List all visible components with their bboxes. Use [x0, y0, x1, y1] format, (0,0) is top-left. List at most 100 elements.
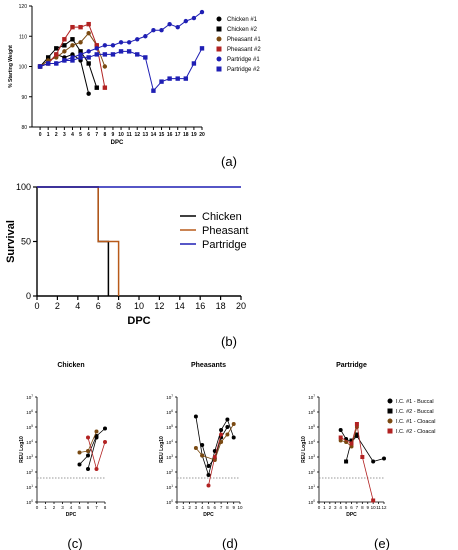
data-point-a [151, 28, 156, 33]
legend-label-e: I.C. #2 - Cloacal [396, 429, 435, 435]
data-point-a [159, 79, 164, 84]
legend-label-e: I.C. #1 - Buccal [396, 399, 434, 405]
x-tick-label-c: 8 [104, 505, 107, 510]
series-line-a [39, 48, 203, 92]
data-point-d [231, 422, 236, 426]
data-point-a [70, 43, 75, 48]
y-tick-label-e: 100 [308, 499, 315, 505]
series-line-c [87, 437, 106, 471]
x-tick-label-a: 14 [151, 132, 157, 138]
x-tick-label-a: 19 [191, 132, 197, 138]
x-tick-label-a: 5 [79, 132, 82, 138]
legend-label-a: Partridge #1 [227, 57, 260, 63]
x-tick-label-c: 2 [53, 505, 56, 510]
data-point-a [126, 49, 132, 54]
x-tick-label-d: 8 [226, 505, 229, 510]
x-tick-label-d: 6 [214, 505, 217, 510]
x-tick-label-b: 0 [34, 301, 39, 311]
x-tick-label-c: 4 [70, 505, 73, 510]
data-point-a [199, 46, 205, 51]
x-tick-label-c: 5 [78, 505, 81, 510]
x-tick-label-a: 0 [39, 132, 42, 138]
x-tick-label-c: 6 [87, 505, 90, 510]
data-point-a [78, 55, 83, 60]
x-tick-label-e: 3 [334, 505, 337, 510]
data-point-a [175, 24, 180, 30]
legend-marker-a [216, 26, 222, 32]
data-point-d [219, 432, 224, 437]
data-point-a [102, 52, 108, 57]
x-tick-label-e: 0 [318, 505, 321, 510]
panel-title-e: Partridge [336, 362, 367, 369]
data-point-a [199, 9, 205, 15]
legend-label-a: Partridge #2 [227, 67, 260, 73]
data-point-e [349, 438, 354, 443]
data-point-e [349, 441, 354, 446]
data-point-c [94, 429, 99, 434]
x-tick-label-a: 7 [95, 132, 98, 138]
x-tick-label-d: 0 [176, 505, 179, 510]
data-point-a [175, 76, 180, 81]
legend-label-a: Chicken #2 [227, 27, 258, 33]
data-point-a [118, 40, 124, 45]
data-point-d [206, 473, 211, 477]
data-point-a [183, 76, 189, 81]
x-tick-label-a: 10 [118, 132, 124, 138]
legend-label-a: Pheasant #1 [227, 37, 261, 43]
data-point-a [126, 40, 132, 45]
y-tick-label-c: 103 [26, 454, 33, 460]
survival-line-b [37, 186, 120, 296]
legend-label-b: Pheasant [202, 225, 248, 237]
data-point-a [191, 61, 197, 66]
legend-label-b: Partridge [202, 239, 247, 251]
data-point-e [354, 432, 359, 437]
data-point-c [86, 449, 90, 453]
legend-marker-e [387, 408, 393, 414]
y-tick-label-b: 0 [26, 291, 31, 301]
x-tick-label-b: 20 [236, 301, 246, 311]
data-point-c [77, 462, 82, 467]
data-point-a [94, 85, 99, 90]
x-tick-label-e: 9 [366, 505, 369, 510]
x-tick-label-a: 1 [47, 132, 50, 138]
data-point-a [167, 21, 172, 27]
data-point-d [193, 446, 198, 450]
data-point-a [143, 55, 148, 60]
y-tick-label-b: 50 [21, 237, 31, 247]
x-tick-label-e: 5 [345, 505, 348, 510]
data-point-a [62, 37, 67, 42]
data-point-a [62, 49, 67, 54]
data-point-a [54, 61, 59, 66]
legend-label-e: I.C. #1 - Cloacal [396, 419, 435, 425]
y-tick-label-d: 102 [166, 469, 173, 475]
y-tick-label-e: 104 [308, 439, 315, 445]
y-tick-label-d: 106 [166, 409, 173, 415]
data-point-a [78, 49, 83, 54]
data-point-d [225, 425, 230, 429]
data-point-d [219, 440, 224, 444]
x-tick-label-b: 8 [116, 301, 121, 311]
x-tick-label-a: 16 [167, 132, 173, 138]
y-tick-label-c: 100 [26, 499, 33, 505]
data-point-e [338, 435, 343, 440]
legend-marker-e [387, 398, 393, 404]
x-tick-label-d: 10 [237, 505, 243, 510]
x-tick-label-d: 9 [232, 505, 235, 510]
x-tick-label-a: 11 [126, 132, 132, 138]
x-tick-label-a: 20 [199, 132, 205, 138]
legend-marker-e [387, 418, 393, 424]
panel-label-b: (b) [221, 334, 237, 349]
data-point-a [70, 24, 75, 30]
data-point-a [183, 18, 189, 24]
x-axis-title-e: DPC [346, 512, 357, 518]
data-point-a [37, 64, 43, 69]
data-point-c [94, 467, 99, 471]
data-point-e [360, 455, 365, 459]
legend-label-a: Pheasant #2 [227, 47, 261, 53]
data-point-a [135, 52, 140, 57]
panel-label-c: (c) [67, 536, 82, 550]
data-point-d [206, 483, 211, 488]
x-tick-label-a: 18 [183, 132, 189, 138]
y-tick-label-e: 106 [308, 409, 315, 415]
panel-title-d: Pheasants [191, 362, 226, 369]
